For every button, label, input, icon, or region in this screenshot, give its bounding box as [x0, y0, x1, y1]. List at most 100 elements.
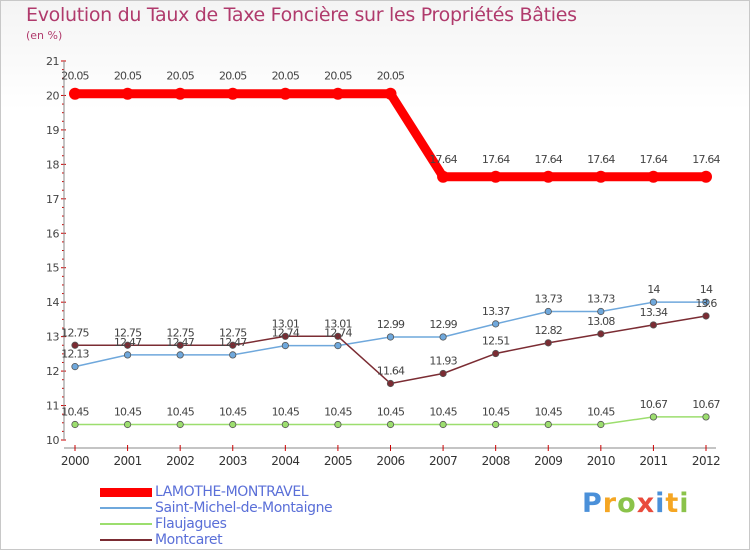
data-label: 12.13: [61, 348, 89, 361]
series-saint-michel-de-montaigne: [71, 298, 710, 371]
data-label: 12.75: [61, 326, 89, 339]
data-point: [69, 87, 81, 100]
data-point: [281, 332, 289, 340]
data-point: [647, 170, 660, 183]
data-point: [594, 170, 607, 183]
data-label: 20.05: [377, 70, 405, 83]
data-point: [492, 349, 500, 358]
data-label: 12.75: [114, 326, 142, 339]
legend-label: Saint-Michel-de-Montaigne: [155, 500, 333, 516]
data-point: [439, 369, 447, 378]
data-label: 13.73: [587, 292, 615, 305]
data-label: 10.45: [429, 405, 457, 418]
data-label: 12.82: [535, 324, 563, 337]
data-label: 20.05: [324, 70, 352, 83]
y-tick-label-20: 20: [46, 89, 59, 102]
data-label: 10.45: [324, 405, 352, 418]
data-point: [229, 351, 237, 359]
data-point: [229, 341, 237, 349]
data-point: [597, 330, 605, 338]
data-point: [281, 420, 289, 429]
data-label: 12.74: [324, 327, 352, 340]
x-tick-label-2000: 2000: [61, 454, 89, 468]
data-label: 13.08: [587, 315, 615, 328]
data-point: [702, 298, 710, 306]
data-label: 13.37: [482, 305, 510, 318]
data-label: 20.05: [61, 70, 89, 83]
data-point: [123, 351, 132, 359]
data-point: [439, 420, 447, 429]
series-montcaret: [71, 312, 710, 388]
data-point: [437, 170, 450, 183]
data-label: 12.75: [166, 326, 194, 339]
data-point: [649, 413, 658, 421]
x-tick-label-2012: 2012: [692, 454, 720, 468]
data-point: [439, 333, 447, 341]
legend-item: Flaujagues: [100, 516, 400, 532]
data-point: [384, 87, 397, 100]
data-point: [492, 320, 500, 328]
x-tick-label-2009: 2009: [534, 454, 562, 468]
data-label: 17.64: [535, 153, 563, 166]
data-point: [386, 420, 395, 429]
data-point: [121, 87, 134, 100]
data-point: [489, 170, 502, 183]
y-tick-label-14: 14: [46, 296, 59, 309]
data-label: 14: [647, 283, 660, 296]
logo-letter: t: [665, 488, 680, 519]
data-label: 20.05: [272, 70, 300, 83]
data-point: [649, 321, 658, 329]
data-point: [331, 87, 344, 100]
data-label: 10.45: [219, 405, 247, 418]
data-label: 12.99: [429, 318, 457, 331]
data-label: 10.67: [640, 398, 668, 411]
x-tick-label-2008: 2008: [482, 454, 510, 468]
series-lamothe-montravel: [69, 87, 712, 183]
series-flaujagues: [71, 413, 710, 429]
data-label: 13.73: [535, 292, 563, 305]
x-tick-label-2005: 2005: [324, 454, 352, 468]
data-label: 13.34: [640, 306, 668, 319]
legend-item: LAMOTHE-MONTRAVEL: [100, 484, 400, 500]
logo-letter: i: [655, 488, 666, 519]
x-tick-label-2007: 2007: [429, 454, 457, 468]
data-label: 12.47: [219, 336, 247, 349]
chart-title: Evolution du Taux de Taxe Foncière sur l…: [26, 4, 577, 26]
data-label: 12.75: [219, 326, 247, 339]
data-point: [176, 341, 184, 349]
data-label: 13.01: [272, 317, 300, 330]
data-point: [334, 332, 342, 340]
legend-label: LAMOTHE-MONTRAVEL: [155, 484, 309, 500]
data-label: 10.45: [61, 405, 89, 418]
data-point: [334, 341, 342, 350]
data-point: [123, 341, 132, 349]
data-label: 10.45: [377, 405, 405, 418]
data-point: [544, 420, 552, 429]
data-label: 12.51: [482, 335, 510, 348]
data-point: [702, 413, 710, 421]
data-label: 10.45: [482, 405, 510, 418]
x-tick-label-2001: 2001: [114, 454, 142, 468]
legend-swatch: [100, 488, 152, 497]
y-tick-label-10: 10: [46, 434, 59, 447]
data-label: 10.67: [692, 398, 720, 411]
data-point: [71, 363, 79, 371]
y-tick-label-19: 19: [46, 124, 59, 137]
data-label: 14: [700, 283, 713, 296]
data-point: [700, 170, 712, 183]
x-tick-label-2002: 2002: [166, 454, 194, 468]
y-tick-label-18: 18: [46, 158, 59, 171]
data-point: [281, 341, 289, 350]
x-tick-label-2010: 2010: [587, 454, 615, 468]
legend-swatch: [100, 523, 152, 525]
data-label: 20.05: [114, 70, 142, 83]
logo-letter: P: [582, 488, 603, 519]
data-label: 10.45: [114, 405, 142, 418]
data-point: [702, 312, 710, 320]
data-point: [544, 307, 552, 316]
y-tick-label-16: 16: [46, 227, 59, 240]
logo-letter: r: [602, 488, 618, 519]
legend-label: Montcaret: [155, 532, 223, 548]
data-point: [597, 307, 605, 316]
